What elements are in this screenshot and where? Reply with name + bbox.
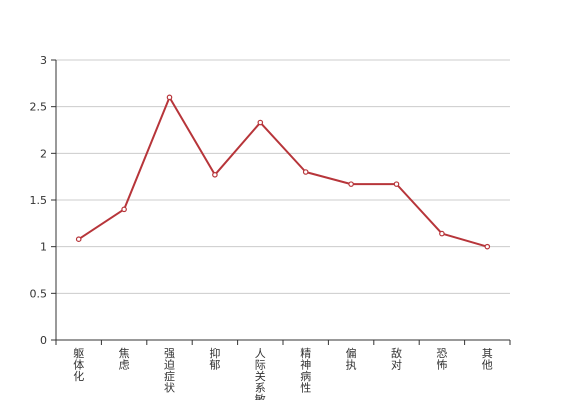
x-tick-label: 抑郁 <box>209 346 220 372</box>
data-point[interactable] <box>393 181 400 187</box>
axes <box>51 59 511 345</box>
y-tick-labels: 0 0.5 1 1.5 2 2.5 3 <box>30 54 48 347</box>
x-tick-label: 躯体化 <box>73 347 84 383</box>
data-point[interactable] <box>75 236 82 243</box>
y-tick-label: 1.5 <box>30 194 48 207</box>
y-tick-label: 1 <box>40 241 47 254</box>
x-tick-label: 人际关系敏感 <box>255 347 266 400</box>
x-tick-label: 精神病性 <box>300 347 311 395</box>
data-point[interactable] <box>121 206 127 213</box>
y-tick-label: 2.5 <box>30 101 48 114</box>
data-point[interactable] <box>257 119 264 126</box>
data-point[interactable] <box>439 230 445 237</box>
data-point[interactable] <box>166 94 173 101</box>
data-point[interactable] <box>212 172 218 178</box>
grid-lines <box>56 59 510 294</box>
y-tick-label: 0 <box>40 334 47 347</box>
x-tick-label: 其他 <box>482 347 493 372</box>
series-line <box>78 96 488 248</box>
y-tick-label: 0.5 <box>30 287 48 300</box>
y-tick-label: 3 <box>40 54 47 67</box>
x-tick-label: 恐怖 <box>436 347 447 372</box>
data-point[interactable] <box>348 181 354 187</box>
x-tick-labels: 躯体化 焦虑 强迫症状 抑郁 人际关系敏感 精神病性 偏执 敌对 恐怖 其他 <box>73 346 493 400</box>
y-tick-label: 2 <box>40 147 47 160</box>
x-tick-label: 偏执 <box>346 346 357 372</box>
data-points <box>75 94 491 250</box>
x-tick-label: 强迫症状 <box>164 347 175 395</box>
series-line-0 <box>78 96 488 248</box>
data-point[interactable] <box>302 169 309 175</box>
data-point[interactable] <box>484 243 491 250</box>
x-tick-label: 焦虑 <box>119 347 130 372</box>
x-tick-label: 敌对 <box>391 346 402 372</box>
